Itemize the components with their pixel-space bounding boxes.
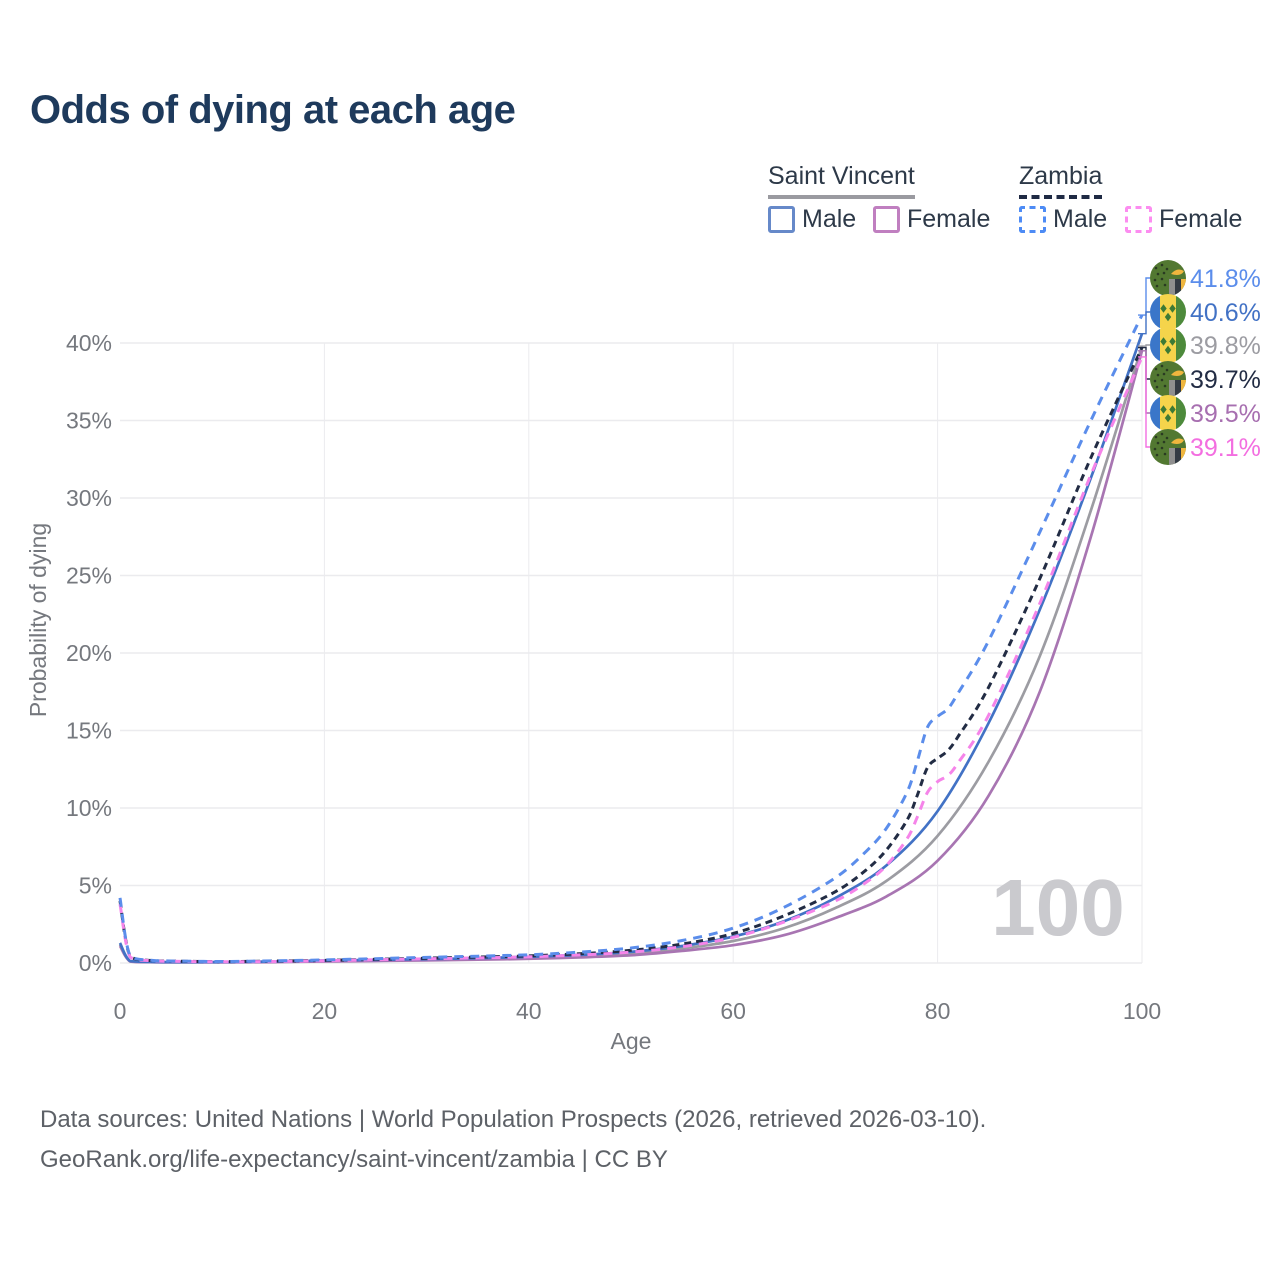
svg-text:40%: 40% [66, 330, 112, 356]
svg-text:100: 100 [1123, 998, 1161, 1024]
svg-text:15%: 15% [66, 718, 112, 744]
legend-item-label: Male [1053, 205, 1108, 233]
y-axis-label: Probability of dying [25, 523, 51, 717]
legend-item-zambia-female[interactable]: Female [1125, 205, 1242, 234]
svg-text:0: 0 [114, 998, 127, 1024]
legend-group-saint-vincent: Saint Vincent [768, 162, 915, 199]
end-label-41.8%: 41.8% [1138, 260, 1261, 316]
data-source-line: Data sources: United Nations | World Pop… [40, 1106, 987, 1133]
saint-vincent-flag-icon [1150, 294, 1186, 330]
legend-item-saint-vincent-female[interactable]: Female [873, 205, 990, 234]
svg-text:0%: 0% [79, 950, 112, 976]
end-label-39.8%: 39.8% [1138, 327, 1261, 363]
series-line-zambia-male [118, 314, 1144, 964]
legend-item-label: Female [1159, 205, 1243, 233]
series-line-saint-vincent-male [118, 333, 1144, 964]
legend-group-zambia: Zambia [1019, 162, 1103, 199]
end-label-39.7%: 39.7% [1138, 346, 1261, 397]
svg-text:20%: 20% [66, 640, 112, 666]
svg-text:35%: 35% [66, 408, 112, 434]
end-label-value: 39.1% [1190, 434, 1261, 462]
zambia-flag-icon [1150, 429, 1186, 465]
series-line-zambia-both [118, 346, 1144, 964]
watermark-age-label: 100 [991, 863, 1124, 952]
saint-vincent-flag-icon [1150, 395, 1186, 431]
series-line-saint-vincent-female [118, 350, 1144, 964]
x-axis-label: Age [611, 1028, 652, 1054]
svg-text:20: 20 [312, 998, 338, 1024]
legend-item-label: Female [907, 205, 991, 233]
series-line-saint-vincent-both [118, 345, 1144, 964]
attribution-line: GeoRank.org/life-expectancy/saint-vincen… [40, 1146, 668, 1173]
svg-text:40: 40 [516, 998, 542, 1024]
gridlines [120, 342, 1143, 964]
end-label-value: 40.6% [1190, 299, 1261, 327]
svg-text:30%: 30% [66, 485, 112, 511]
end-label-value: 41.8% [1190, 265, 1261, 293]
end-label-value: 39.8% [1190, 332, 1261, 360]
legend-item-zambia-male[interactable]: Male [1019, 205, 1107, 234]
series-line-zambia-female [118, 356, 1144, 964]
end-label-value: 39.5% [1190, 400, 1261, 428]
svg-text:25%: 25% [66, 563, 112, 589]
saint-vincent-male-swatch-icon [768, 206, 795, 233]
svg-text:5%: 5% [79, 873, 112, 899]
zambia-flag-icon [1150, 361, 1186, 397]
svg-text:60: 60 [720, 998, 746, 1024]
saint-vincent-flag-icon [1150, 327, 1186, 363]
legend-item-saint-vincent-male[interactable]: Male [768, 205, 856, 234]
svg-text:10%: 10% [66, 795, 112, 821]
end-label-40.6%: 40.6% [1138, 294, 1261, 335]
end-label-value: 39.7% [1190, 366, 1261, 394]
axis-ticks: 0% 5% 10% 15% 20% 25% 30% 35% 40% 0 20 40 60 80 100 [66, 330, 1161, 1024]
svg-text:80: 80 [925, 998, 951, 1024]
page-title: Odds of dying at each age [30, 88, 516, 132]
zambia-male-swatch-icon [1019, 206, 1046, 233]
legend-item-label: Male [802, 205, 857, 233]
saint-vincent-female-swatch-icon [873, 206, 900, 233]
zambia-female-swatch-icon [1125, 206, 1152, 233]
zambia-flag-icon [1150, 260, 1186, 296]
